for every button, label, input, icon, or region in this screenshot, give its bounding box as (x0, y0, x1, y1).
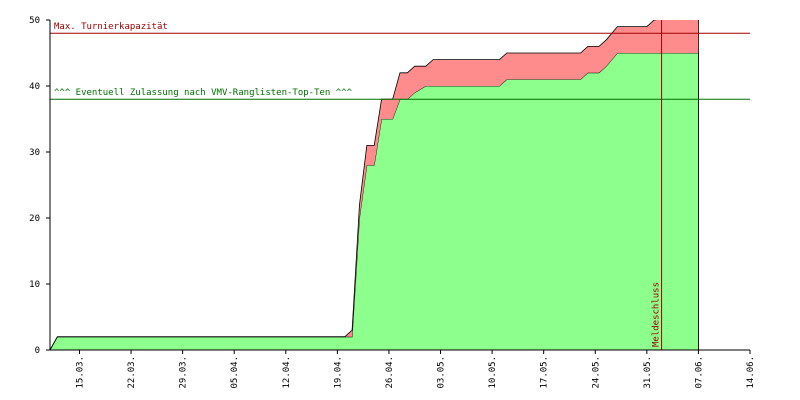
x-tick-label: 26.04. (385, 356, 395, 389)
x-tick-label: 05.04. (230, 356, 240, 389)
x-tick-label: 03.05. (437, 356, 447, 389)
deadline-label: Meldeschluss (652, 282, 662, 347)
y-tick-label: 30 (29, 148, 40, 158)
y-tick-label: 20 (29, 214, 40, 224)
x-tick-label: 12.04. (282, 356, 292, 389)
x-tick-label: 22.03. (127, 356, 137, 389)
x-tick-label: 14.06. (746, 356, 756, 389)
plot-area (50, 20, 699, 350)
y-tick-label: 10 (29, 280, 40, 290)
x-tick-label: 07.06. (694, 356, 704, 389)
area (50, 53, 699, 350)
reference-label: Max. Turnierkapazität (54, 22, 168, 32)
x-tick-label: 10.05. (488, 356, 498, 389)
x-tick-label: 29.03. (179, 356, 189, 389)
area (50, 20, 699, 350)
y-tick-label: 0 (35, 346, 40, 356)
y-tick-label: 40 (29, 82, 40, 92)
x-tick-label: 19.04. (333, 356, 343, 389)
x-tick-label: 31.05. (643, 356, 653, 389)
x-tick-label: 15.03. (75, 356, 85, 389)
x-tick-label: 17.05. (540, 356, 550, 389)
area-edge (50, 20, 699, 350)
reference-label: ^^^ Eventuell Zulassung nach VMV-Ranglis… (54, 88, 353, 98)
x-tick-label: 24.05. (591, 356, 601, 389)
y-tick-label: 50 (29, 16, 40, 26)
